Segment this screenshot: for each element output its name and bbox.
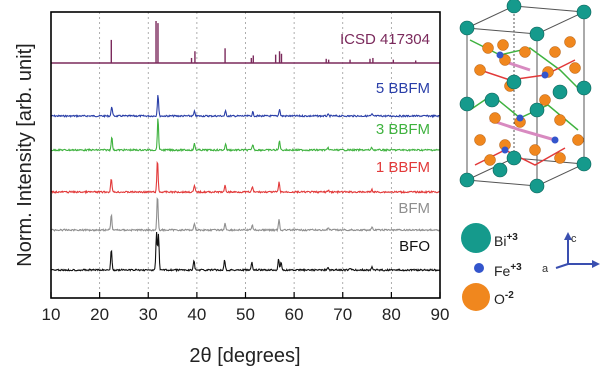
iron-atom xyxy=(501,146,509,154)
series-label: 3 BBFM xyxy=(376,121,430,138)
plot-area: ICSD 417304 5 BBFM 3 BBFM 1 BBFM BFM BFO 10 20… xyxy=(42,11,450,324)
series-label: 5 BBFM xyxy=(376,80,430,97)
series-label: BFO xyxy=(399,238,430,255)
x-tick-label: 20 xyxy=(90,305,109,324)
iron-atom xyxy=(541,71,549,79)
plot-frame xyxy=(50,11,441,299)
o-legend-label: O-2 xyxy=(494,290,514,307)
c-axis-label: c xyxy=(571,233,577,245)
bi-legend-label: Bi+3 xyxy=(494,232,518,249)
a-arrowhead-icon xyxy=(592,260,600,268)
series-line xyxy=(50,160,440,195)
bi-legend-swatch xyxy=(461,223,491,253)
oxygen-atom xyxy=(497,39,509,51)
series-line xyxy=(50,197,441,233)
iron-atom xyxy=(496,51,504,59)
axes-triad: c a xyxy=(542,232,600,275)
bismuth-atom xyxy=(529,26,545,42)
iron-atom xyxy=(551,136,559,144)
reference-pattern xyxy=(51,21,440,64)
reference-label: ICSD 417304 xyxy=(340,31,430,48)
x-tick-label: 80 xyxy=(382,305,401,324)
x-tick-label: 70 xyxy=(333,305,352,324)
x-tick-label: 50 xyxy=(236,305,255,324)
series-label: 1 BBFM xyxy=(376,159,430,176)
c-arrowhead-icon xyxy=(564,232,572,240)
bismuth-atom xyxy=(492,162,508,178)
oxygen-atom xyxy=(529,144,541,156)
bismuth-atom xyxy=(576,156,592,172)
x-tick-label: 40 xyxy=(187,305,206,324)
bismuth-atom xyxy=(459,20,475,36)
bismuth-atom xyxy=(506,150,522,166)
o-legend-swatch xyxy=(462,283,490,311)
x-tick-label: 30 xyxy=(139,305,158,324)
bismuth-atom xyxy=(484,92,500,108)
bismuth-atom xyxy=(506,0,522,14)
x-tick-label: 10 xyxy=(42,305,61,324)
bismuth-atom xyxy=(529,102,545,118)
y-axis-label: Norm. Intensity [arb. unit] xyxy=(14,43,36,266)
series-lines xyxy=(50,95,441,273)
x-axis-label: 2θ [degrees] xyxy=(189,345,300,367)
bismuth-atom xyxy=(576,4,592,20)
oxygen-atom xyxy=(539,94,551,106)
bismuth-atom xyxy=(552,84,568,100)
oxygen-atom xyxy=(569,62,581,74)
oxygen-atom xyxy=(554,114,566,126)
bismuth-atom xyxy=(576,80,592,96)
x-tick-label: 90 xyxy=(431,305,450,324)
series-line xyxy=(50,95,441,119)
oxygen-atom xyxy=(489,112,501,124)
b-axis-arrow xyxy=(555,263,569,269)
series-label: BFM xyxy=(398,200,430,217)
oxygen-atom xyxy=(484,154,496,166)
x-tick-label: 60 xyxy=(285,305,304,324)
grid-lines xyxy=(99,12,392,298)
bismuth-atom xyxy=(459,172,475,188)
bismuth-atom xyxy=(506,74,522,90)
oxygen-atom xyxy=(549,46,561,58)
series-line xyxy=(50,231,441,273)
oxygen-atom xyxy=(564,36,576,48)
x-axis-ticks: 10 20 30 40 50 60 70 80 90 xyxy=(42,292,450,324)
oxygen-atom xyxy=(519,46,531,58)
crystal-structure xyxy=(459,0,592,194)
bismuth-atom xyxy=(459,96,475,112)
series-line xyxy=(50,118,441,153)
atom-legend: Bi+3 Fe+3 O-2 xyxy=(461,223,522,311)
atom-spheres xyxy=(459,0,592,194)
oxygen-atom xyxy=(482,42,494,54)
bismuth-atom xyxy=(529,178,545,194)
fe-legend-swatch xyxy=(474,263,484,273)
series-labels: ICSD 417304 5 BBFM 3 BBFM 1 BBFM BFM BFO xyxy=(340,31,430,255)
iron-atom xyxy=(516,114,524,122)
fe-legend-label: Fe+3 xyxy=(494,262,522,279)
a-axis-label: a xyxy=(542,263,549,275)
oxygen-atom xyxy=(572,134,584,146)
oxygen-atom xyxy=(474,64,486,76)
oxygen-atom xyxy=(554,152,566,164)
oxygen-atom xyxy=(474,134,486,146)
